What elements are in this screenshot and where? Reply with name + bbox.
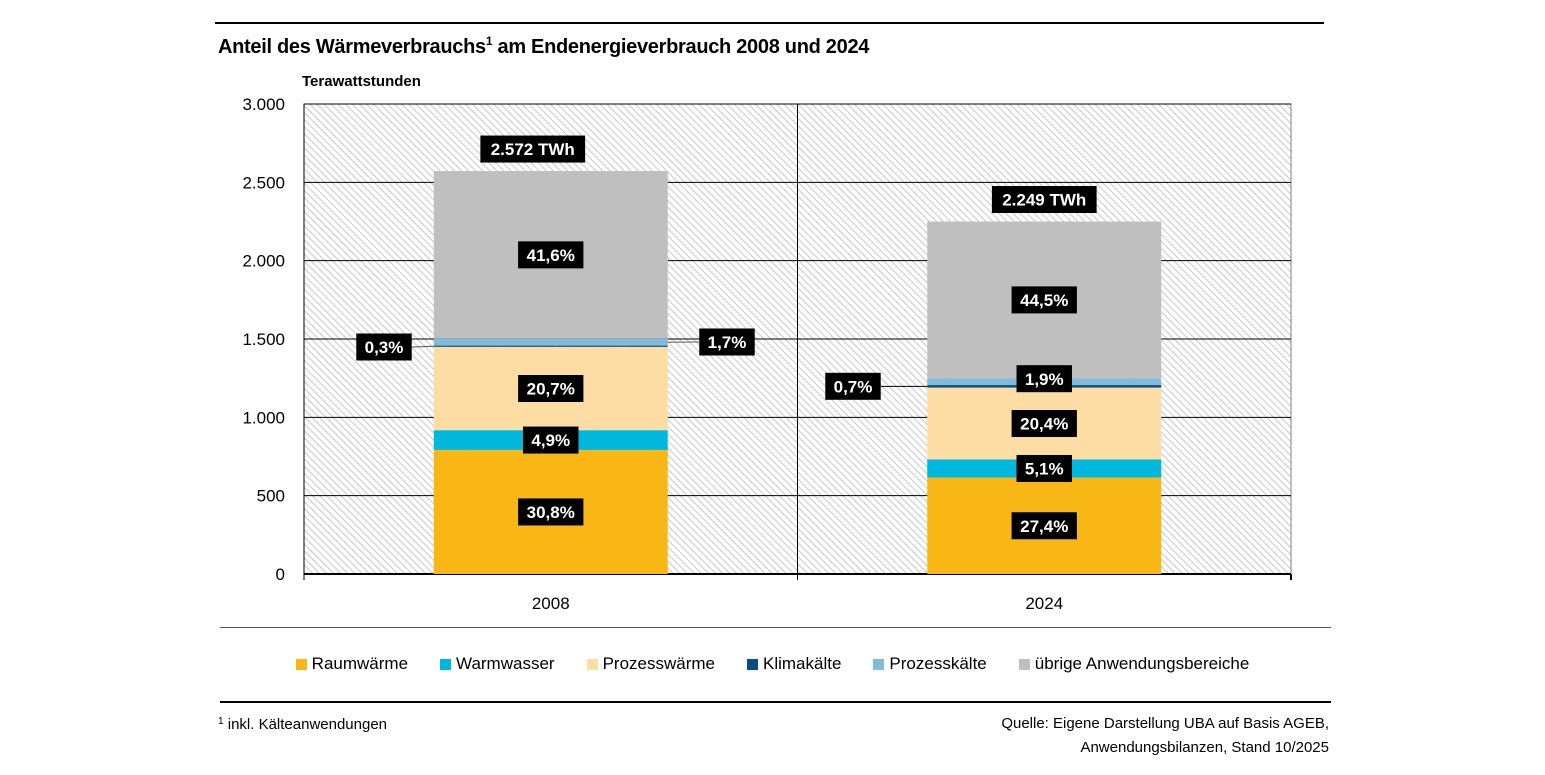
x-tick-label: 2008 bbox=[532, 594, 570, 613]
leader-lines bbox=[411, 341, 928, 387]
y-axis-ticks: 0 500 1.000 1.500 2.000 2.500 3.000 bbox=[242, 95, 285, 584]
bar-segment-prozesskälte-2008 bbox=[433, 338, 668, 346]
legend-item: Klimakälte bbox=[747, 654, 841, 674]
y-tick-label: 1.500 bbox=[242, 330, 285, 349]
x-tick-label: 2024 bbox=[1025, 594, 1063, 613]
bar-segment-klimakälte-2008 bbox=[433, 345, 668, 347]
share-label-prozesskaelte-box bbox=[1016, 365, 1072, 393]
share-label: 27,4% bbox=[1011, 512, 1077, 540]
source-line-2: Anwendungsbilanzen, Stand 10/2025 bbox=[1080, 739, 1329, 756]
y-axis-unit-label: Terawattstunden bbox=[302, 73, 421, 90]
share-label-klimakaelte-box bbox=[825, 372, 881, 400]
legend-label: Klimakälte bbox=[763, 654, 842, 673]
share-label-text: 41,6% bbox=[527, 246, 575, 265]
share-label-box bbox=[523, 426, 579, 454]
share-label-box bbox=[518, 375, 584, 403]
share-label-prozesskaelte: 1,7% bbox=[699, 328, 755, 356]
legend-item: Prozesswärme bbox=[586, 654, 715, 674]
legend-label: Prozesswärme bbox=[602, 654, 715, 673]
share-label-klimakaelte-text: 0,3% bbox=[365, 338, 404, 357]
share-label-box bbox=[518, 498, 584, 526]
share-label-text: 5,1% bbox=[1025, 460, 1064, 479]
title-main: Anteil des Wärmeverbrauchs bbox=[218, 36, 486, 58]
share-label-prozesskaelte-box bbox=[699, 328, 755, 356]
share-label-box bbox=[1011, 286, 1077, 314]
footnote-text: inkl. Kälteanwendungen bbox=[223, 716, 388, 733]
legend-item: übrige Anwendungsbereiche bbox=[1018, 654, 1250, 674]
title-footnote-mark: 1 bbox=[485, 34, 493, 48]
footnote: 1 inkl. Kälteanwendungen bbox=[218, 716, 387, 733]
source-line-1: Quelle: Eigene Darstellung UBA auf Basis… bbox=[1001, 715, 1329, 732]
title-rest: am Endenergieverbrauch 2008 und 2024 bbox=[492, 36, 870, 58]
share-label-box bbox=[1011, 512, 1077, 540]
share-label-klimakaelte: 0,3% bbox=[356, 333, 412, 361]
total-label: 2.572 TWh bbox=[480, 135, 586, 163]
share-label: 5,1% bbox=[1016, 454, 1072, 482]
legend-label: Prozesskälte bbox=[889, 654, 987, 673]
share-label-prozesskaelte: 1,9% bbox=[1016, 365, 1072, 393]
legend-label: Raumwärme bbox=[311, 654, 409, 673]
legend: Raumwärme Warmwasser Prozesswärme Klimakält… bbox=[0, 654, 1545, 674]
y-tick-label: 0 bbox=[276, 565, 285, 584]
share-label: 41,6% bbox=[518, 241, 584, 269]
data-labels: 30,8% 4,9% 20,7% 41,6% 0,3% 1,7% 2.572 TWh 27,4… bbox=[356, 135, 1097, 540]
source-note: Quelle: Eigene Darstellung UBA auf Basis… bbox=[1001, 712, 1329, 760]
share-label: 30,8% bbox=[518, 498, 584, 526]
share-label-klimakaelte-box bbox=[356, 333, 412, 361]
share-label-klimakaelte-text: 0,7% bbox=[834, 377, 873, 396]
total-label-text: 2.572 TWh bbox=[491, 140, 575, 159]
share-label-text: 4,9% bbox=[531, 431, 570, 450]
legend-bottom-rule bbox=[220, 701, 1331, 703]
legend-item: Prozesskälte bbox=[873, 654, 987, 674]
share-label: 4,9% bbox=[523, 426, 579, 454]
legend-swatch bbox=[586, 658, 598, 670]
total-label-text: 2.249 TWh bbox=[1002, 191, 1086, 210]
share-label-text: 30,8% bbox=[527, 503, 575, 522]
legend-swatch bbox=[440, 658, 452, 670]
share-label-klimakaelte: 0,7% bbox=[825, 372, 881, 400]
share-label-text: 20,7% bbox=[527, 380, 575, 399]
share-label-text: 27,4% bbox=[1020, 517, 1068, 536]
legend-top-rule bbox=[220, 627, 1331, 628]
y-tick-label: 2.500 bbox=[242, 173, 285, 192]
total-label-box bbox=[991, 186, 1097, 213]
legend-item: Warmwasser bbox=[440, 654, 555, 674]
legend-swatch bbox=[873, 658, 885, 670]
total-label: 2.249 TWh bbox=[991, 186, 1097, 213]
y-tick-label: 500 bbox=[257, 487, 285, 506]
stacked-bar-chart: 0 500 1.000 1.500 2.000 2.500 3.000 30,8% 4,9% 2… bbox=[242, 95, 1292, 613]
footnote-mark: 1 bbox=[218, 716, 224, 727]
legend-label: übrige Anwendungsbereiche bbox=[1034, 654, 1250, 673]
share-label-box bbox=[1016, 454, 1072, 482]
top-rule bbox=[215, 22, 1324, 24]
leader-line bbox=[411, 345, 434, 348]
y-tick-label: 2.000 bbox=[242, 252, 285, 271]
bars bbox=[433, 171, 1162, 574]
total-label-box bbox=[480, 135, 586, 163]
share-label-prozesskaelte-text: 1,7% bbox=[708, 333, 747, 352]
legend-swatch bbox=[1018, 658, 1030, 670]
share-label-text: 20,4% bbox=[1020, 415, 1068, 434]
chart-title: Anteil des Wärmeverbrauchs1 am Endenergi… bbox=[218, 34, 869, 59]
x-axis-ticks: 2008 2024 bbox=[532, 594, 1063, 613]
share-label-box bbox=[518, 241, 584, 269]
share-label: 20,7% bbox=[518, 375, 584, 403]
share-label-text: 44,5% bbox=[1020, 291, 1068, 310]
legend-label: Warmwasser bbox=[456, 654, 555, 673]
legend-swatch bbox=[295, 658, 307, 670]
share-label-box bbox=[1011, 410, 1077, 438]
legend-item: Raumwärme bbox=[295, 654, 409, 674]
share-label: 44,5% bbox=[1011, 286, 1077, 314]
y-tick-label: 1.000 bbox=[242, 408, 285, 427]
y-tick-label: 3.000 bbox=[242, 95, 285, 114]
share-label: 20,4% bbox=[1011, 410, 1077, 438]
share-label-prozesskaelte-text: 1,9% bbox=[1025, 370, 1064, 389]
legend-swatch bbox=[747, 658, 758, 670]
